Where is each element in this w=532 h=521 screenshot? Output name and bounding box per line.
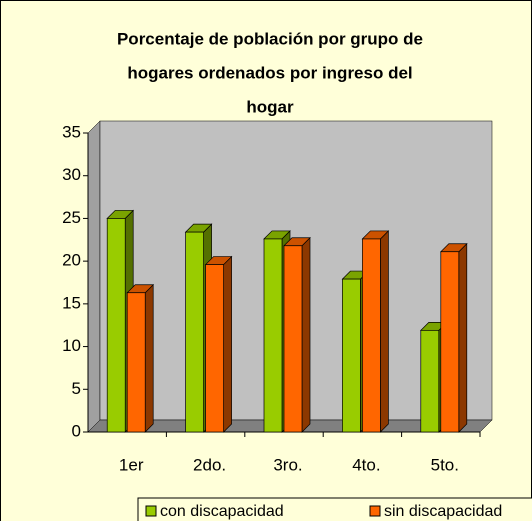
bar-front: [106, 218, 126, 433]
x-tick-label: 4to.: [352, 455, 380, 474]
bar-side: [301, 236, 311, 433]
legend-swatch: [369, 505, 381, 517]
bar: [439, 242, 468, 433]
bar-front: [362, 238, 381, 433]
bar-front: [420, 329, 440, 433]
bar-front: [263, 238, 283, 433]
y-tick-label: 20: [62, 251, 81, 270]
bar: [204, 255, 233, 433]
bar-side: [223, 255, 232, 433]
bar-front: [342, 278, 361, 433]
legend-label: sin discapacidad: [384, 503, 502, 520]
y-tick-label: 10: [62, 336, 81, 355]
bar-front: [205, 264, 224, 433]
legend: [137, 497, 532, 521]
chart-title: hogares ordenados por ingreso del: [127, 63, 412, 82]
y-tick-label: 0: [72, 421, 81, 440]
side-wall: [87, 120, 101, 433]
bar: [361, 230, 390, 433]
y-tick-label: 25: [62, 208, 81, 227]
y-tick-label: 5: [72, 379, 81, 398]
chart-title: Porcentaje de población por grupo de: [117, 29, 423, 48]
x-tick-label: 5to.: [431, 455, 459, 474]
x-tick-label: 1er: [119, 455, 144, 474]
bar-side: [144, 283, 154, 433]
x-tick-label: 2do.: [193, 455, 226, 474]
bar: [126, 283, 155, 433]
bar-side: [380, 230, 389, 433]
plot: [106, 209, 468, 433]
y-tick-label: 35: [62, 122, 81, 141]
bar-front: [185, 231, 204, 433]
x-tick-label: 3ro.: [273, 455, 302, 474]
bar-front: [283, 245, 303, 433]
chart-title: hogar: [246, 97, 294, 116]
bar-side: [458, 242, 468, 433]
y-tick-label: 15: [62, 293, 81, 312]
y-tick-label: 30: [62, 165, 81, 184]
bar-front: [126, 292, 146, 433]
bar: [283, 236, 311, 433]
legend-label: con discapacidad: [160, 503, 284, 520]
legend-swatch: [145, 505, 157, 517]
bar-front: [440, 251, 460, 433]
